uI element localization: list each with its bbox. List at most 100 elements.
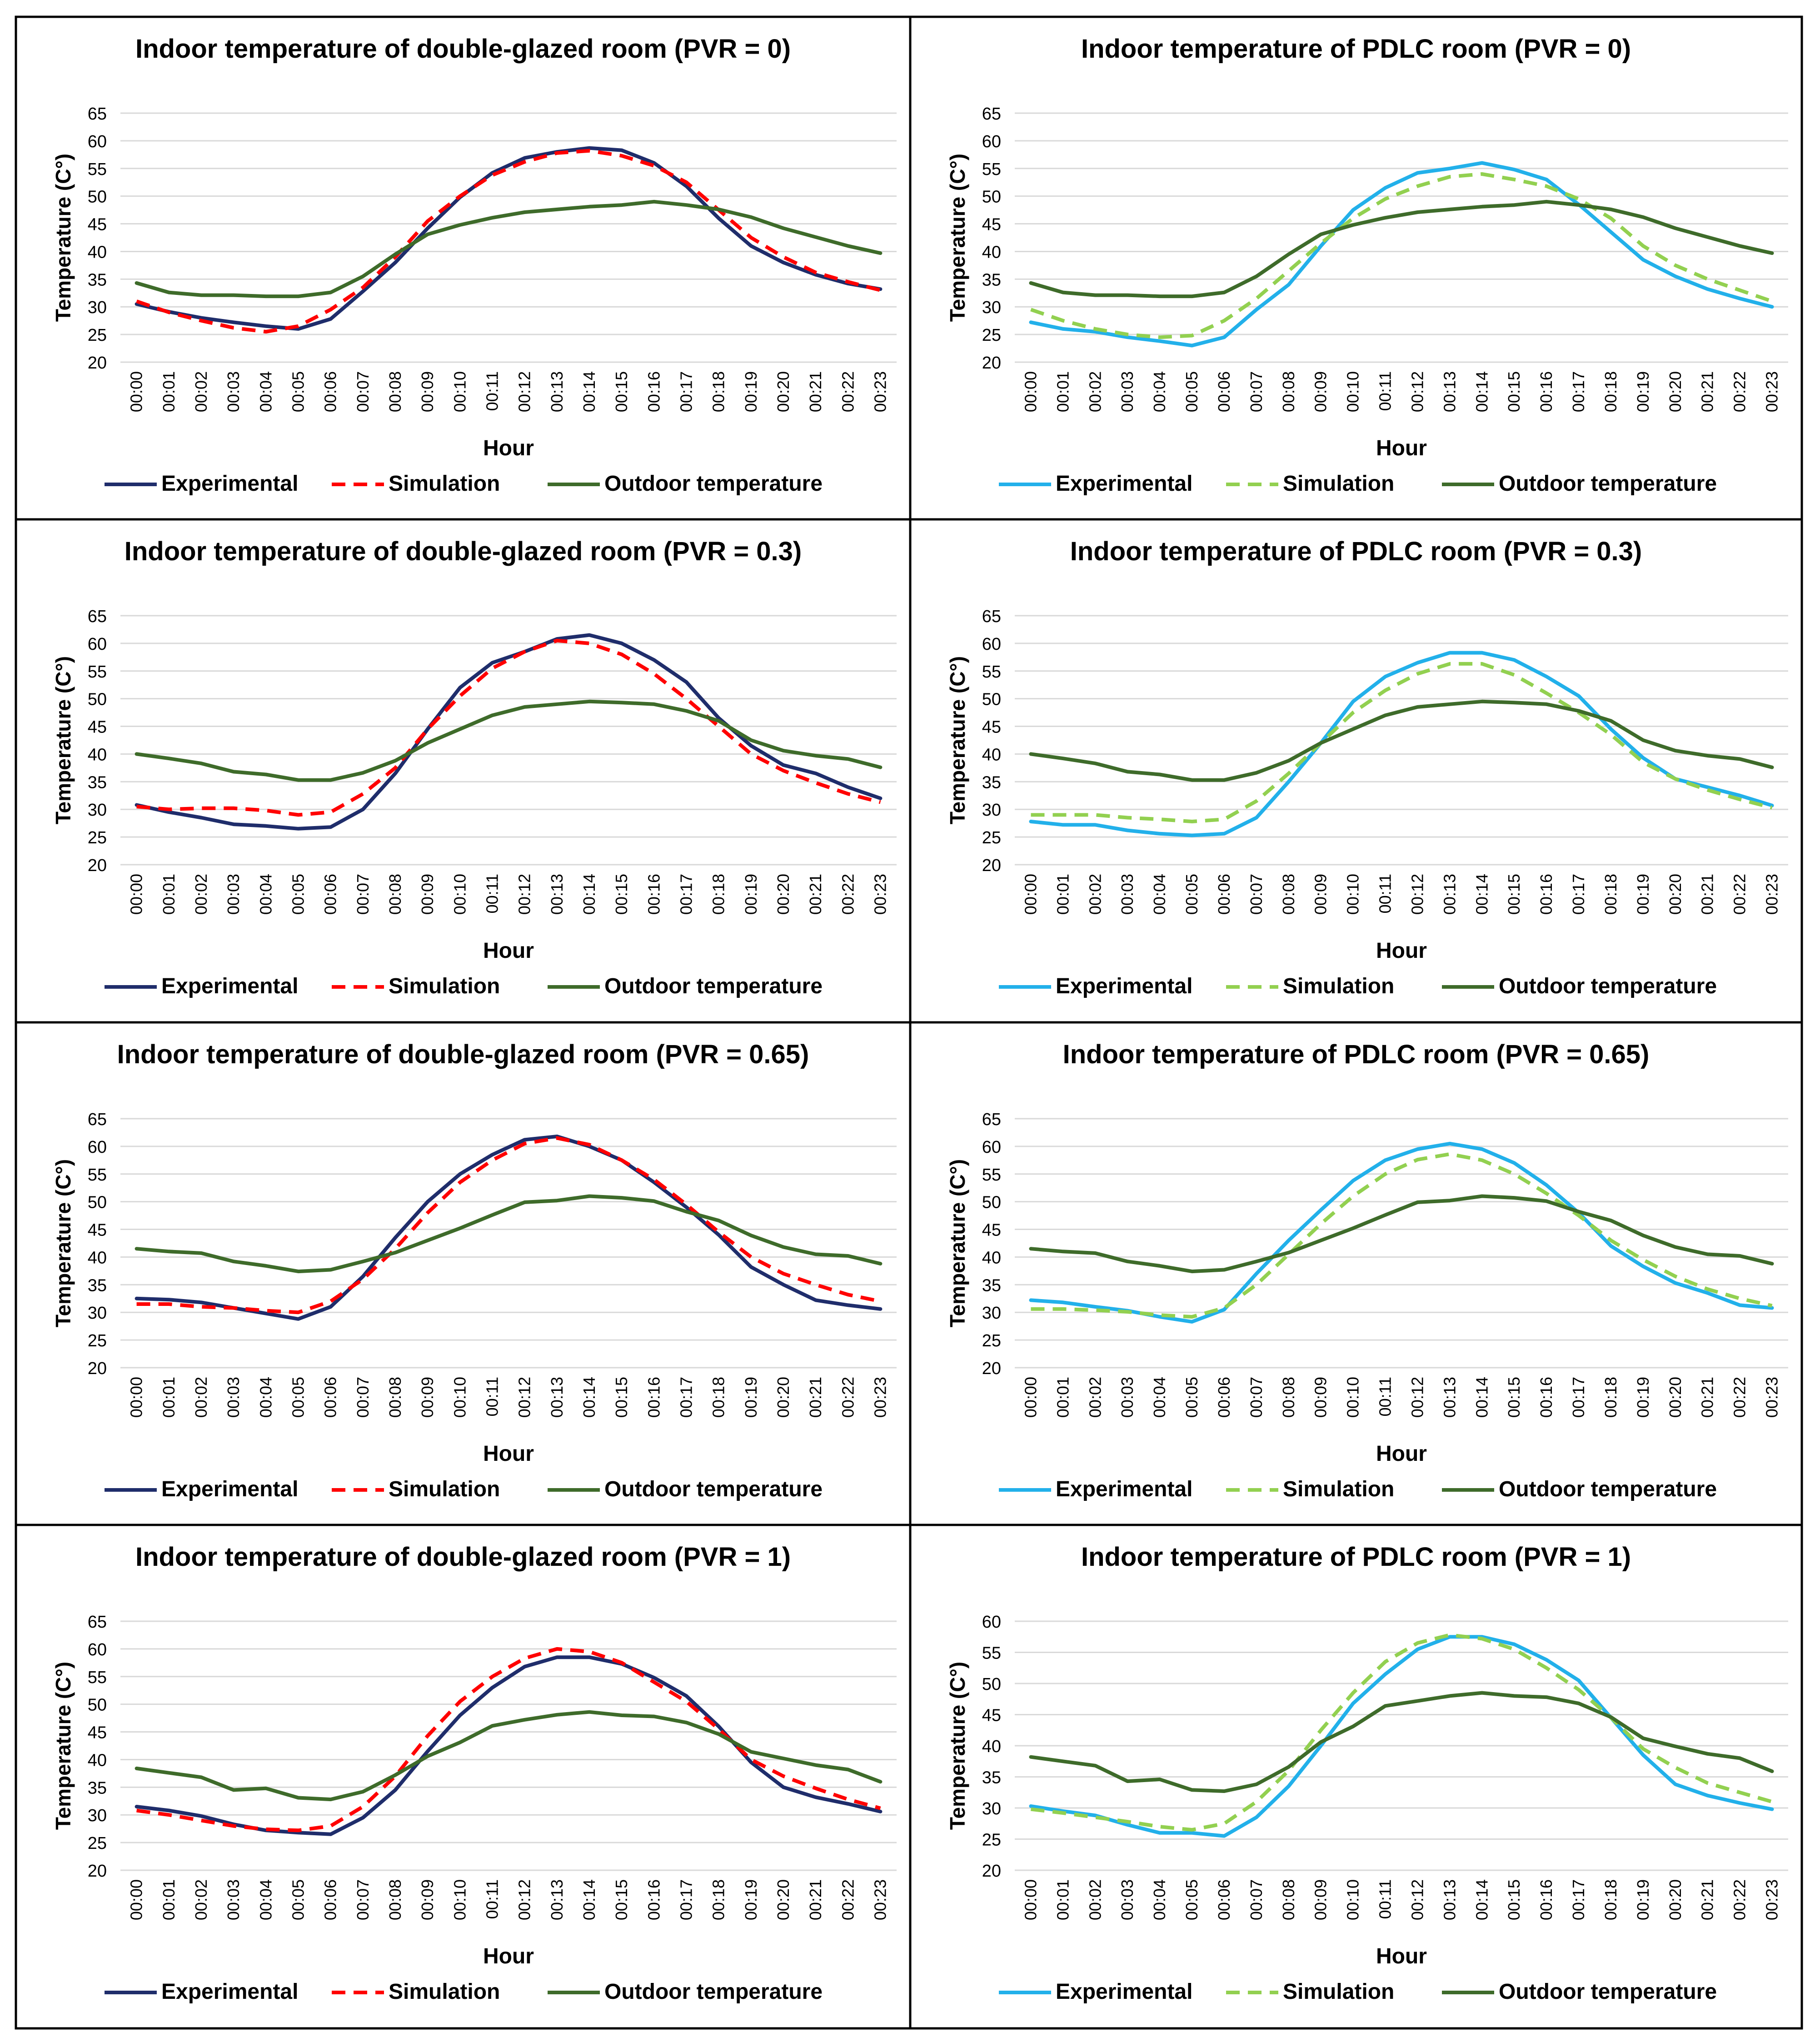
y-tick-label: 60: [88, 132, 107, 151]
x-tick-label: 00:22: [838, 874, 857, 915]
series-line-outdoor-temperature: [135, 1710, 883, 1802]
x-tick-label: 00:04: [256, 1377, 275, 1418]
y-axis-title: Temperature (C°): [51, 1159, 75, 1327]
x-axis-title: Hour: [483, 939, 534, 963]
series-line-experimental: [135, 1655, 883, 1836]
y-tick-label: 35: [88, 1276, 107, 1295]
legend-label: Simulation: [389, 1980, 500, 2004]
x-tick-label: 00:05: [289, 874, 307, 915]
x-tick-label: 00:10: [1344, 371, 1362, 412]
x-tick-label: 00:03: [224, 874, 243, 915]
x-tick-label: 00:22: [1730, 1377, 1749, 1418]
x-tick-label: 00:06: [1215, 371, 1233, 412]
y-tick-label: 30: [88, 298, 107, 317]
y-axis-title: Temperature (C°): [51, 656, 75, 824]
x-tick-label: 00:20: [774, 1377, 793, 1418]
y-tick-label: 20: [88, 1359, 107, 1378]
x-tick-label: 00:00: [127, 371, 146, 412]
x-tick-label: 00:00: [1021, 874, 1040, 915]
x-tick-label: 00:17: [677, 371, 695, 412]
x-tick-label: 00:12: [515, 1879, 534, 1920]
x-tick-label: 00:03: [1118, 1879, 1137, 1920]
series-line-outdoor-temperature: [135, 1194, 883, 1274]
y-tick-label: 55: [88, 160, 107, 179]
y-tick-label: 65: [88, 607, 107, 626]
x-tick-label: 00:09: [1311, 371, 1330, 412]
x-tick-label: 00:11: [1376, 1377, 1395, 1416]
y-tick-label: 30: [88, 1304, 107, 1323]
x-tick-label: 00:19: [1634, 1377, 1652, 1418]
x-tick-label: 00:08: [386, 1879, 404, 1920]
chart-panel-2: Indoor temperature of PDLC room (PVR = 0…: [946, 34, 1788, 496]
y-tick-label: 20: [88, 856, 107, 875]
x-tick-label: 00:13: [1440, 1879, 1459, 1920]
y-axis-title: Temperature (C°): [946, 656, 969, 824]
legend-label: Outdoor temperature: [1499, 472, 1717, 496]
y-tick-label: 65: [88, 1613, 107, 1632]
series-line-experimental: [1029, 161, 1774, 348]
legend-label: Experimental: [1056, 974, 1192, 998]
chart-title-line: Indoor temperature of double-glazed room…: [125, 537, 802, 566]
series-line-simulation: [1031, 662, 1773, 823]
y-tick-label: 45: [88, 718, 107, 737]
y-tick-label: 60: [88, 1640, 107, 1659]
x-tick-label: 00:12: [1408, 371, 1426, 412]
y-axis-title: Temperature (C°): [946, 154, 969, 322]
chart-title-line: Indoor temperature of double-glazed room…: [135, 34, 791, 64]
series-line-simulation: [136, 1136, 881, 1315]
x-tick-label: 00:11: [1376, 371, 1395, 411]
x-tick-label: 00:12: [1408, 1377, 1426, 1418]
x-tick-label: 00:06: [321, 371, 340, 412]
x-tick-label: 00:14: [1472, 1377, 1491, 1418]
x-tick-label: 00:07: [1247, 371, 1266, 412]
x-tick-label: 00:11: [483, 1879, 501, 1919]
x-tick-label: 00:16: [1537, 874, 1556, 915]
x-tick-label: 00:13: [548, 371, 566, 412]
x-tick-label: 00:02: [1086, 371, 1104, 412]
y-tick-label: 55: [88, 1165, 107, 1185]
y-tick-label: 45: [982, 1221, 1001, 1240]
y-tick-label: 25: [88, 326, 107, 345]
series-line-simulation: [136, 638, 881, 817]
y-tick-label: 45: [88, 1221, 107, 1240]
y-tick-label: 40: [982, 243, 1001, 262]
chart-title: Indoor temperature of PDLC room (PVR = 0…: [1063, 1040, 1650, 1069]
x-tick-label: 00:10: [1344, 1377, 1362, 1418]
x-tick-label: 00:12: [515, 371, 534, 412]
x-tick-label: 00:14: [580, 1879, 598, 1920]
x-tick-label: 00:08: [1279, 371, 1298, 412]
x-tick-label: 00:05: [1182, 874, 1201, 915]
x-axis-title: Hour: [483, 1944, 534, 1968]
legend-label: Outdoor temperature: [604, 472, 823, 496]
y-tick-label: 50: [88, 1696, 107, 1715]
legend-label: Simulation: [389, 472, 500, 496]
y-tick-label: 25: [982, 326, 1001, 345]
y-tick-label: 50: [982, 1675, 1001, 1694]
x-tick-label: 00:14: [1472, 874, 1491, 915]
y-tick-label: 30: [88, 801, 107, 820]
x-tick-label: 00:17: [677, 874, 695, 915]
x-tick-label: 00:02: [192, 1377, 210, 1418]
chart-title: Indoor temperature of double-glazed room…: [125, 537, 802, 566]
y-tick-label: 50: [982, 690, 1001, 709]
series-line-simulation: [1030, 172, 1773, 339]
x-tick-label: 00:10: [450, 874, 469, 915]
x-tick-label: 00:00: [127, 874, 146, 915]
y-tick-label: 50: [88, 690, 107, 709]
chart-title-line: Indoor temperature of PDLC room (PVR = 0…: [1063, 1040, 1650, 1069]
x-tick-label: 00:03: [1118, 371, 1137, 412]
series-line-outdoor-temperature: [1029, 699, 1774, 782]
legend-label: Simulation: [1283, 1477, 1394, 1501]
x-tick-label: 00:20: [774, 1879, 793, 1920]
x-tick-label: 00:22: [1730, 371, 1749, 412]
x-tick-label: 00:04: [256, 1879, 275, 1920]
y-tick-label: 20: [982, 354, 1001, 373]
x-tick-label: 00:14: [580, 874, 598, 915]
x-tick-label: 00:00: [1021, 371, 1040, 412]
x-tick-label: 00:04: [1150, 371, 1169, 412]
chart-title-line: Indoor temperature of PDLC room (PVR = 0…: [1081, 34, 1631, 64]
x-tick-label: 00:03: [224, 371, 243, 412]
x-tick-label: 00:10: [450, 1879, 469, 1920]
x-tick-label: 00:23: [1763, 1879, 1781, 1920]
chart-panel-4: Indoor temperature of PDLC room (PVR = 0…: [946, 537, 1788, 998]
